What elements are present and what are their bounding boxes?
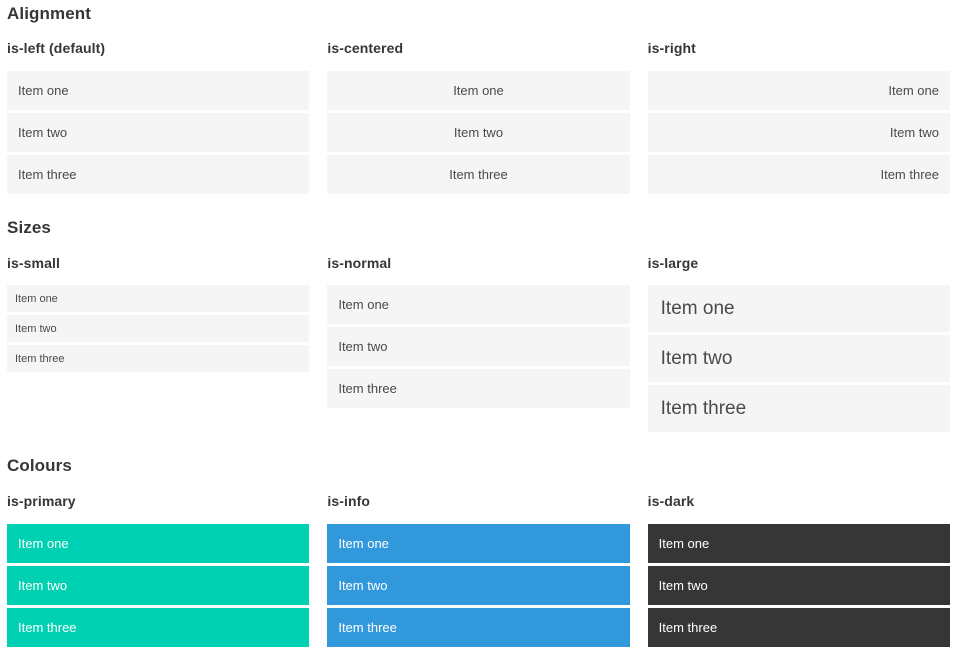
column-heading-is-small: is-small <box>7 254 60 271</box>
section-alignment: Alignment is-left (default) Item one Ite… <box>7 4 950 195</box>
list-item: Item two <box>327 113 630 153</box>
list-item: Item one <box>327 523 630 563</box>
list-item: Item three <box>7 345 310 373</box>
list-item: Item three <box>327 607 630 647</box>
list-item: Item two <box>647 565 950 605</box>
list-item: Item three <box>647 385 950 433</box>
sizes-columns: is-small Item one Item two Item three is… <box>7 255 950 433</box>
column-heading-is-left: is-left (default) <box>7 40 106 57</box>
list-item: Item two <box>7 315 310 343</box>
item-list: Item one Item two Item three <box>327 523 630 647</box>
colours-columns: is-primary Item one Item two Item three … <box>7 493 950 647</box>
column-is-normal: is-normal Item one Item two Item three <box>327 254 630 409</box>
list-item: Item three <box>327 155 630 195</box>
list-item: Item one <box>327 71 630 111</box>
section-title-sizes: Sizes <box>7 218 51 238</box>
list-item: Item two <box>327 327 630 367</box>
column-heading-is-right: is-right <box>647 40 696 57</box>
list-item: Item one <box>327 285 630 325</box>
component-demo-page: Alignment is-left (default) Item one Ite… <box>7 4 950 647</box>
list-item: Item one <box>647 523 950 563</box>
column-heading-is-primary: is-primary <box>7 492 76 509</box>
section-colours: Colours is-primary Item one Item two Ite… <box>7 456 950 647</box>
item-list: Item one Item two Item three <box>327 285 630 409</box>
column-heading-is-normal: is-normal <box>327 254 392 271</box>
list-item: Item one <box>647 285 950 333</box>
column-heading-is-large: is-large <box>647 254 699 271</box>
column-is-large: is-large Item one Item two Item three <box>647 254 950 433</box>
column-is-centered: is-centered Item one Item two Item three <box>327 40 630 195</box>
column-is-info: is-info Item one Item two Item three <box>327 492 630 647</box>
list-item: Item three <box>7 155 310 195</box>
column-heading-is-centered: is-centered <box>327 40 404 57</box>
alignment-columns: is-left (default) Item one Item two Item… <box>7 40 950 195</box>
item-list: Item one Item two Item three <box>7 71 310 195</box>
item-list: Item one Item two Item three <box>327 71 630 195</box>
item-list: Item one Item two Item three <box>647 285 950 433</box>
column-is-dark: is-dark Item one Item two Item three <box>647 492 950 647</box>
list-item: Item two <box>327 565 630 605</box>
list-item: Item two <box>7 565 310 605</box>
list-item: Item three <box>7 607 310 647</box>
list-item: Item one <box>7 285 310 313</box>
list-item: Item three <box>327 369 630 409</box>
list-item: Item three <box>647 607 950 647</box>
list-item: Item one <box>7 523 310 563</box>
column-is-primary: is-primary Item one Item two Item three <box>7 492 310 647</box>
list-item: Item two <box>7 113 310 153</box>
column-is-small: is-small Item one Item two Item three <box>7 254 310 373</box>
column-is-right: is-right Item one Item two Item three <box>647 40 950 195</box>
list-item: Item three <box>647 155 950 195</box>
column-heading-is-dark: is-dark <box>647 492 695 509</box>
list-item: Item two <box>647 335 950 383</box>
item-list: Item one Item two Item three <box>7 285 310 373</box>
item-list: Item one Item two Item three <box>647 523 950 647</box>
section-sizes: Sizes is-small Item one Item two Item th… <box>7 218 950 433</box>
item-list: Item one Item two Item three <box>7 523 310 647</box>
list-item: Item two <box>647 113 950 153</box>
section-title-colours: Colours <box>7 456 72 476</box>
section-title-alignment: Alignment <box>7 4 92 23</box>
column-heading-is-info: is-info <box>327 492 371 509</box>
column-is-left: is-left (default) Item one Item two Item… <box>7 40 310 195</box>
list-item: Item one <box>647 71 950 111</box>
item-list: Item one Item two Item three <box>647 71 950 195</box>
list-item: Item one <box>7 71 310 111</box>
